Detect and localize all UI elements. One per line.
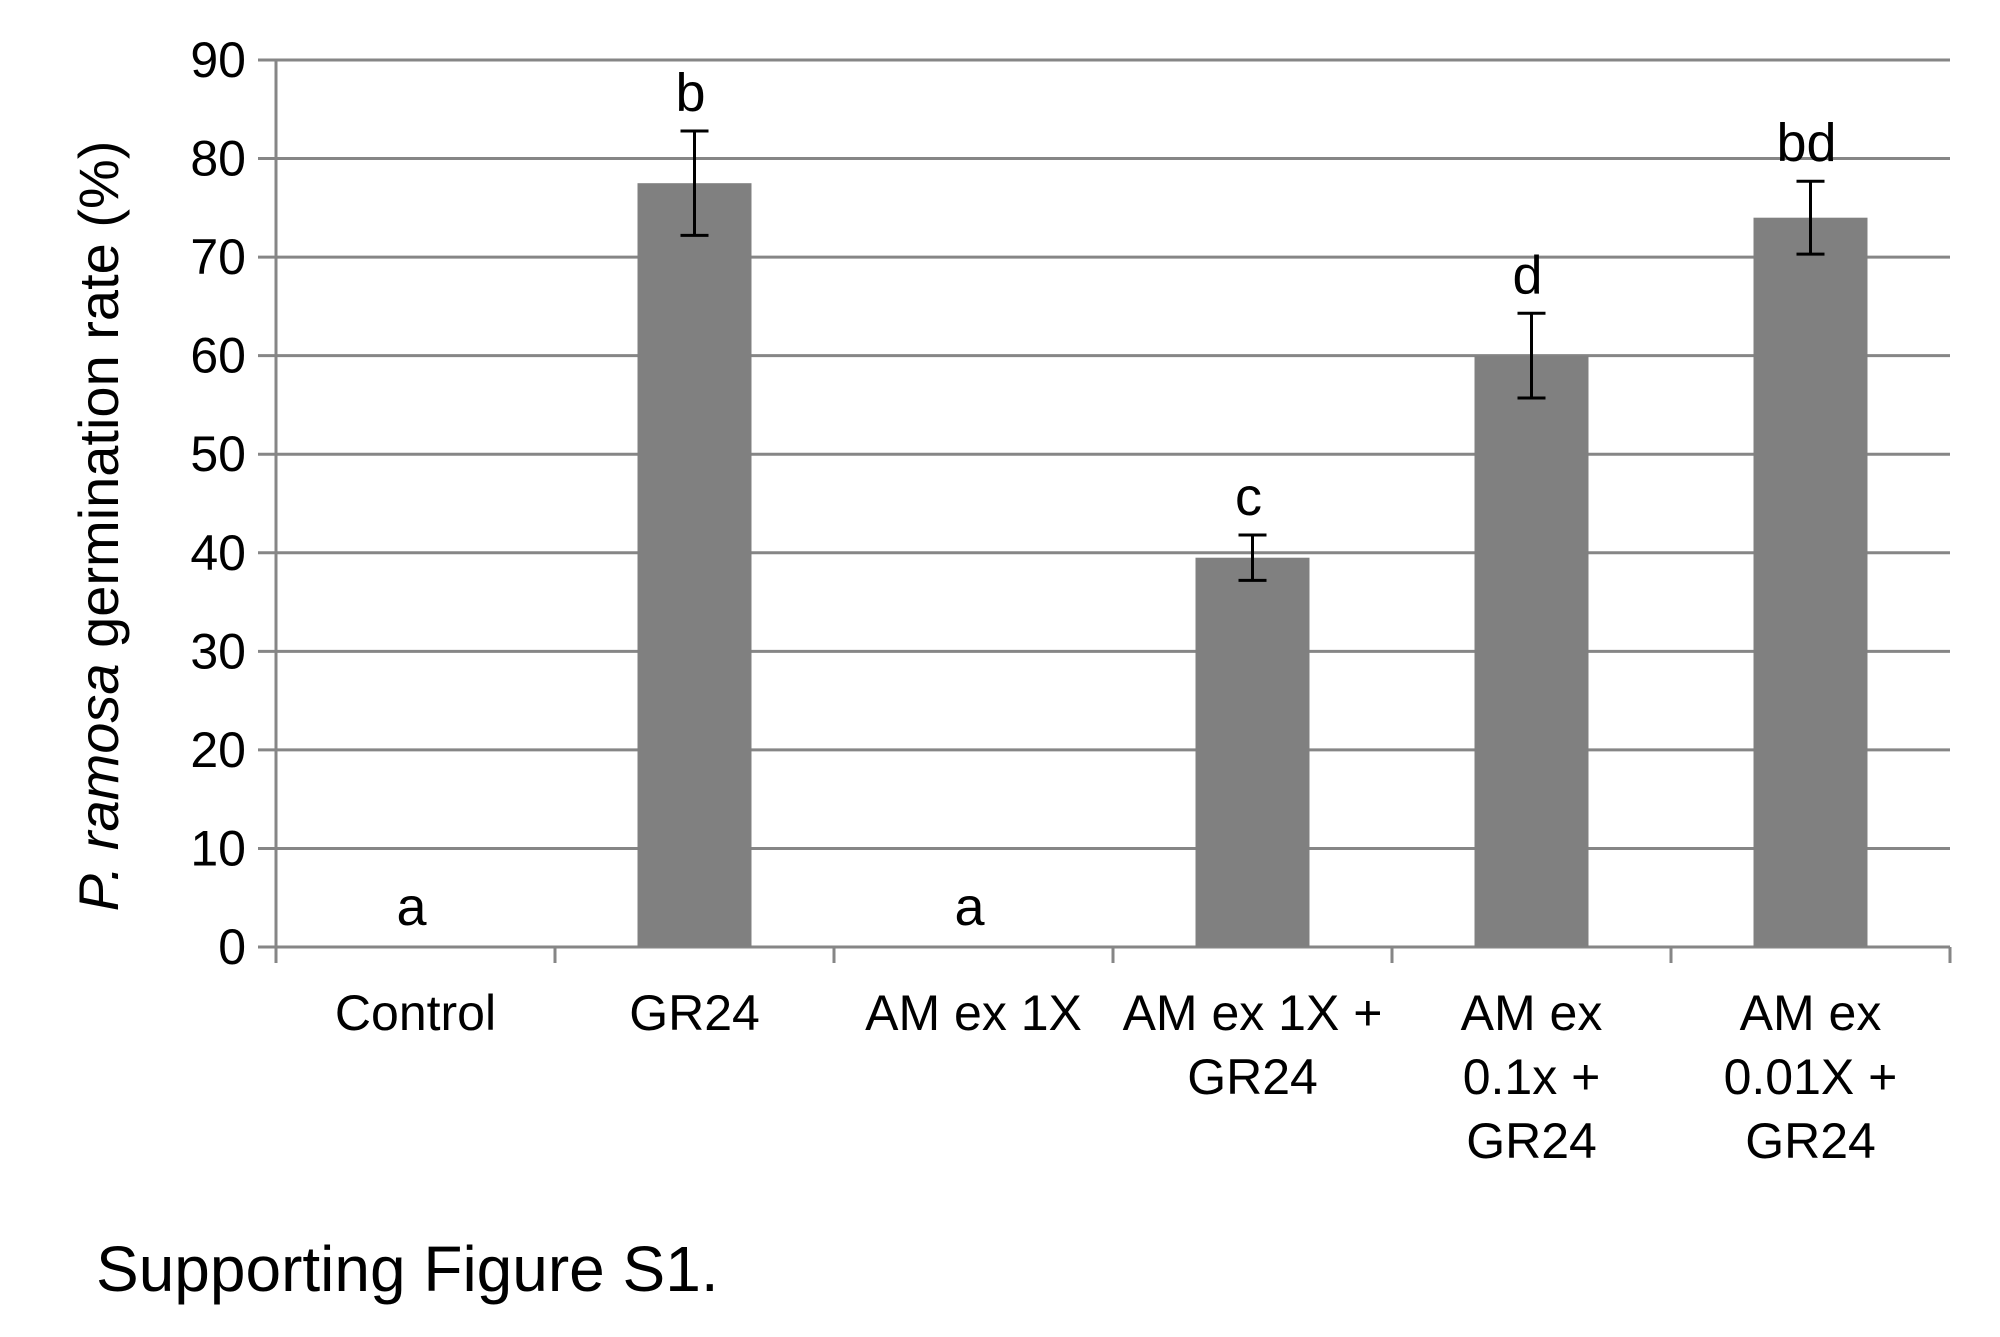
y-tick-label-60: 60 — [190, 328, 246, 384]
y-axis-title: P. ramosa germination rate (%) — [67, 141, 130, 912]
error-bars — [680, 129, 1825, 582]
y-axis-title-rest: germination rate (%) — [67, 141, 130, 664]
grid-lines — [276, 58, 1950, 850]
x-tick-label-3-line-0: AM ex 1X + — [1123, 985, 1383, 1041]
bar-3 — [1195, 557, 1310, 947]
y-axis-title-italic: P. ramosa — [67, 663, 130, 911]
bars — [637, 183, 1868, 948]
x-tick-label-4-line-1: 0.1x + — [1463, 1049, 1601, 1105]
y-tick-label-30: 30 — [190, 623, 246, 679]
x-tick-label-2: AM ex 1X — [865, 985, 1082, 1041]
bar-4 — [1474, 355, 1589, 948]
x-tick-label-0-line-0: Control — [335, 985, 496, 1041]
x-tick-label-0: Control — [335, 985, 496, 1041]
x-tick-label-5-line-1: 0.01X + — [1724, 1049, 1898, 1105]
significance-label-5: bd — [1776, 113, 1836, 173]
y-tick-label-40: 40 — [190, 525, 246, 581]
bar-1 — [637, 183, 752, 947]
x-tick-label-2-line-0: AM ex 1X — [865, 985, 1082, 1041]
x-tick-label-3: AM ex 1X + GR24 — [1123, 985, 1383, 1105]
x-tick-label-4-line-0: AM ex — [1461, 985, 1603, 1041]
y-tick-label-10: 10 — [190, 820, 246, 876]
x-tick-label-1: GR24 — [629, 985, 760, 1041]
y-tick-label-70: 70 — [190, 229, 246, 285]
significance-label-3: c — [1235, 467, 1262, 527]
x-tick-label-3-line-1: GR24 — [1187, 1049, 1318, 1105]
y-tick-label-0: 0 — [218, 919, 246, 975]
error-bar-1 — [680, 129, 709, 237]
y-tick-label-80: 80 — [190, 131, 246, 187]
y-tick-label-90: 90 — [190, 32, 246, 88]
significance-label-1: b — [675, 63, 705, 123]
x-tick-label-5-line-0: AM ex — [1740, 985, 1882, 1041]
labels: 0 10 20 30 40 50 60 70 80 90 a Control b GR24 a AM ex 1… — [190, 32, 1897, 1169]
y-tick-label-50: 50 — [190, 426, 246, 482]
significance-label-0: a — [396, 877, 427, 937]
x-tick-label-1-line-0: GR24 — [629, 985, 760, 1041]
x-tick-label-4: AM ex 0.1x + GR24 — [1461, 985, 1603, 1169]
error-bar-5 — [1796, 179, 1825, 256]
significance-label-2: a — [954, 877, 985, 937]
error-bar-3 — [1238, 533, 1267, 582]
x-tick-label-5: AM ex 0.01X + GR24 — [1724, 985, 1898, 1169]
bar-5 — [1753, 217, 1868, 947]
axes — [258, 58, 1952, 963]
error-bar-4 — [1517, 311, 1546, 400]
figure-caption: Supporting Figure S1. — [96, 1233, 719, 1305]
significance-label-4: d — [1512, 245, 1542, 305]
y-tick-label-20: 20 — [190, 722, 246, 778]
x-tick-label-4-line-2: GR24 — [1466, 1113, 1597, 1169]
x-tick-label-5-line-2: GR24 — [1745, 1113, 1876, 1169]
